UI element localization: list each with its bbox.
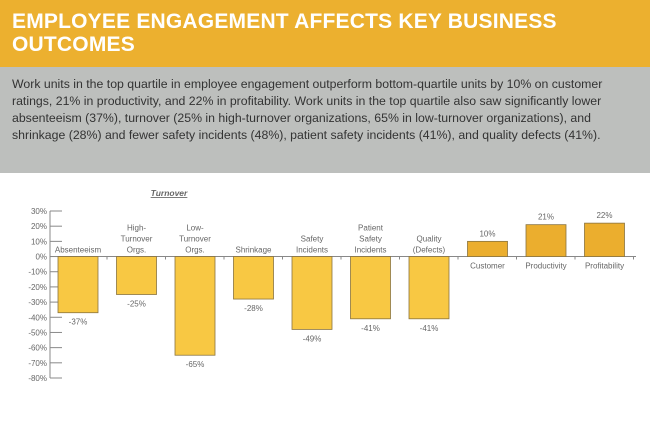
- data-label: -41%: [361, 324, 380, 333]
- bar: [233, 256, 274, 300]
- y-tick-label: -70%: [28, 359, 47, 368]
- bar: [408, 256, 450, 320]
- y-tick-label: 20%: [31, 222, 47, 231]
- y-tick-label: -30%: [28, 298, 47, 307]
- category-label: Low-: [186, 224, 204, 233]
- category-label: Incidents: [296, 246, 328, 255]
- category-label: Safety: [301, 235, 324, 244]
- bar: [291, 256, 333, 330]
- bar: [525, 224, 567, 257]
- category-label: Turnover: [121, 235, 153, 244]
- bar: [350, 256, 391, 320]
- header-banner: EMPLOYEE ENGAGEMENT AFFECTS KEY BUSINESS…: [0, 0, 650, 67]
- data-label: 21%: [538, 213, 554, 222]
- bar: [116, 256, 157, 295]
- category-label: Turnover: [179, 235, 211, 244]
- category-label: Orgs.: [127, 246, 147, 255]
- category-label: Incidents: [354, 246, 386, 255]
- category-label: Safety: [359, 235, 382, 244]
- bar: [584, 222, 625, 257]
- y-tick-label: -60%: [28, 344, 47, 353]
- category-label: Patient: [358, 224, 384, 233]
- y-tick-label: 10%: [31, 237, 47, 246]
- category-label: Profitability: [585, 262, 624, 271]
- category-label: Shrinkage: [235, 246, 272, 255]
- y-tick-label: 0%: [35, 253, 47, 262]
- y-tick-label: -80%: [28, 374, 47, 383]
- description-text: Work units in the top quartile in employ…: [12, 77, 603, 142]
- y-tick-label: 30%: [31, 207, 47, 216]
- data-label: 10%: [479, 229, 495, 238]
- data-label: 22%: [596, 211, 612, 220]
- bar: [467, 240, 508, 257]
- data-label: -41%: [420, 324, 439, 333]
- data-label: -37%: [69, 318, 88, 327]
- y-tick-label: -50%: [28, 328, 47, 337]
- data-label: -28%: [244, 304, 263, 313]
- chart-svg: Turnover 30% 20% 10% 0% -10% -20% -30% -40% -50%…: [28, 188, 636, 383]
- y-tick-label: -20%: [28, 283, 47, 292]
- data-label: -25%: [127, 300, 146, 309]
- category-label: Orgs.: [185, 246, 205, 255]
- category-label: Quality: [417, 235, 442, 244]
- bar-chart: Turnover 30% 20% 10% 0% -10% -20% -30% -40% -50%…: [0, 180, 650, 423]
- category-label: High-: [127, 224, 146, 233]
- category-label: Absenteeism: [55, 246, 102, 255]
- y-tick-label: -10%: [28, 268, 47, 277]
- data-label: -65%: [186, 360, 205, 369]
- category-label: Productivity: [525, 262, 566, 271]
- data-label: -49%: [303, 334, 322, 343]
- y-tick-label: -40%: [28, 313, 47, 322]
- description-box: Work units in the top quartile in employ…: [0, 67, 650, 173]
- bar: [174, 256, 216, 356]
- bar: [57, 256, 99, 314]
- page-title: EMPLOYEE ENGAGEMENT AFFECTS KEY BUSINESS…: [12, 10, 557, 56]
- category-label: (Defects): [413, 246, 446, 255]
- group-label-turnover: Turnover: [151, 188, 188, 198]
- category-label: Customer: [470, 262, 505, 271]
